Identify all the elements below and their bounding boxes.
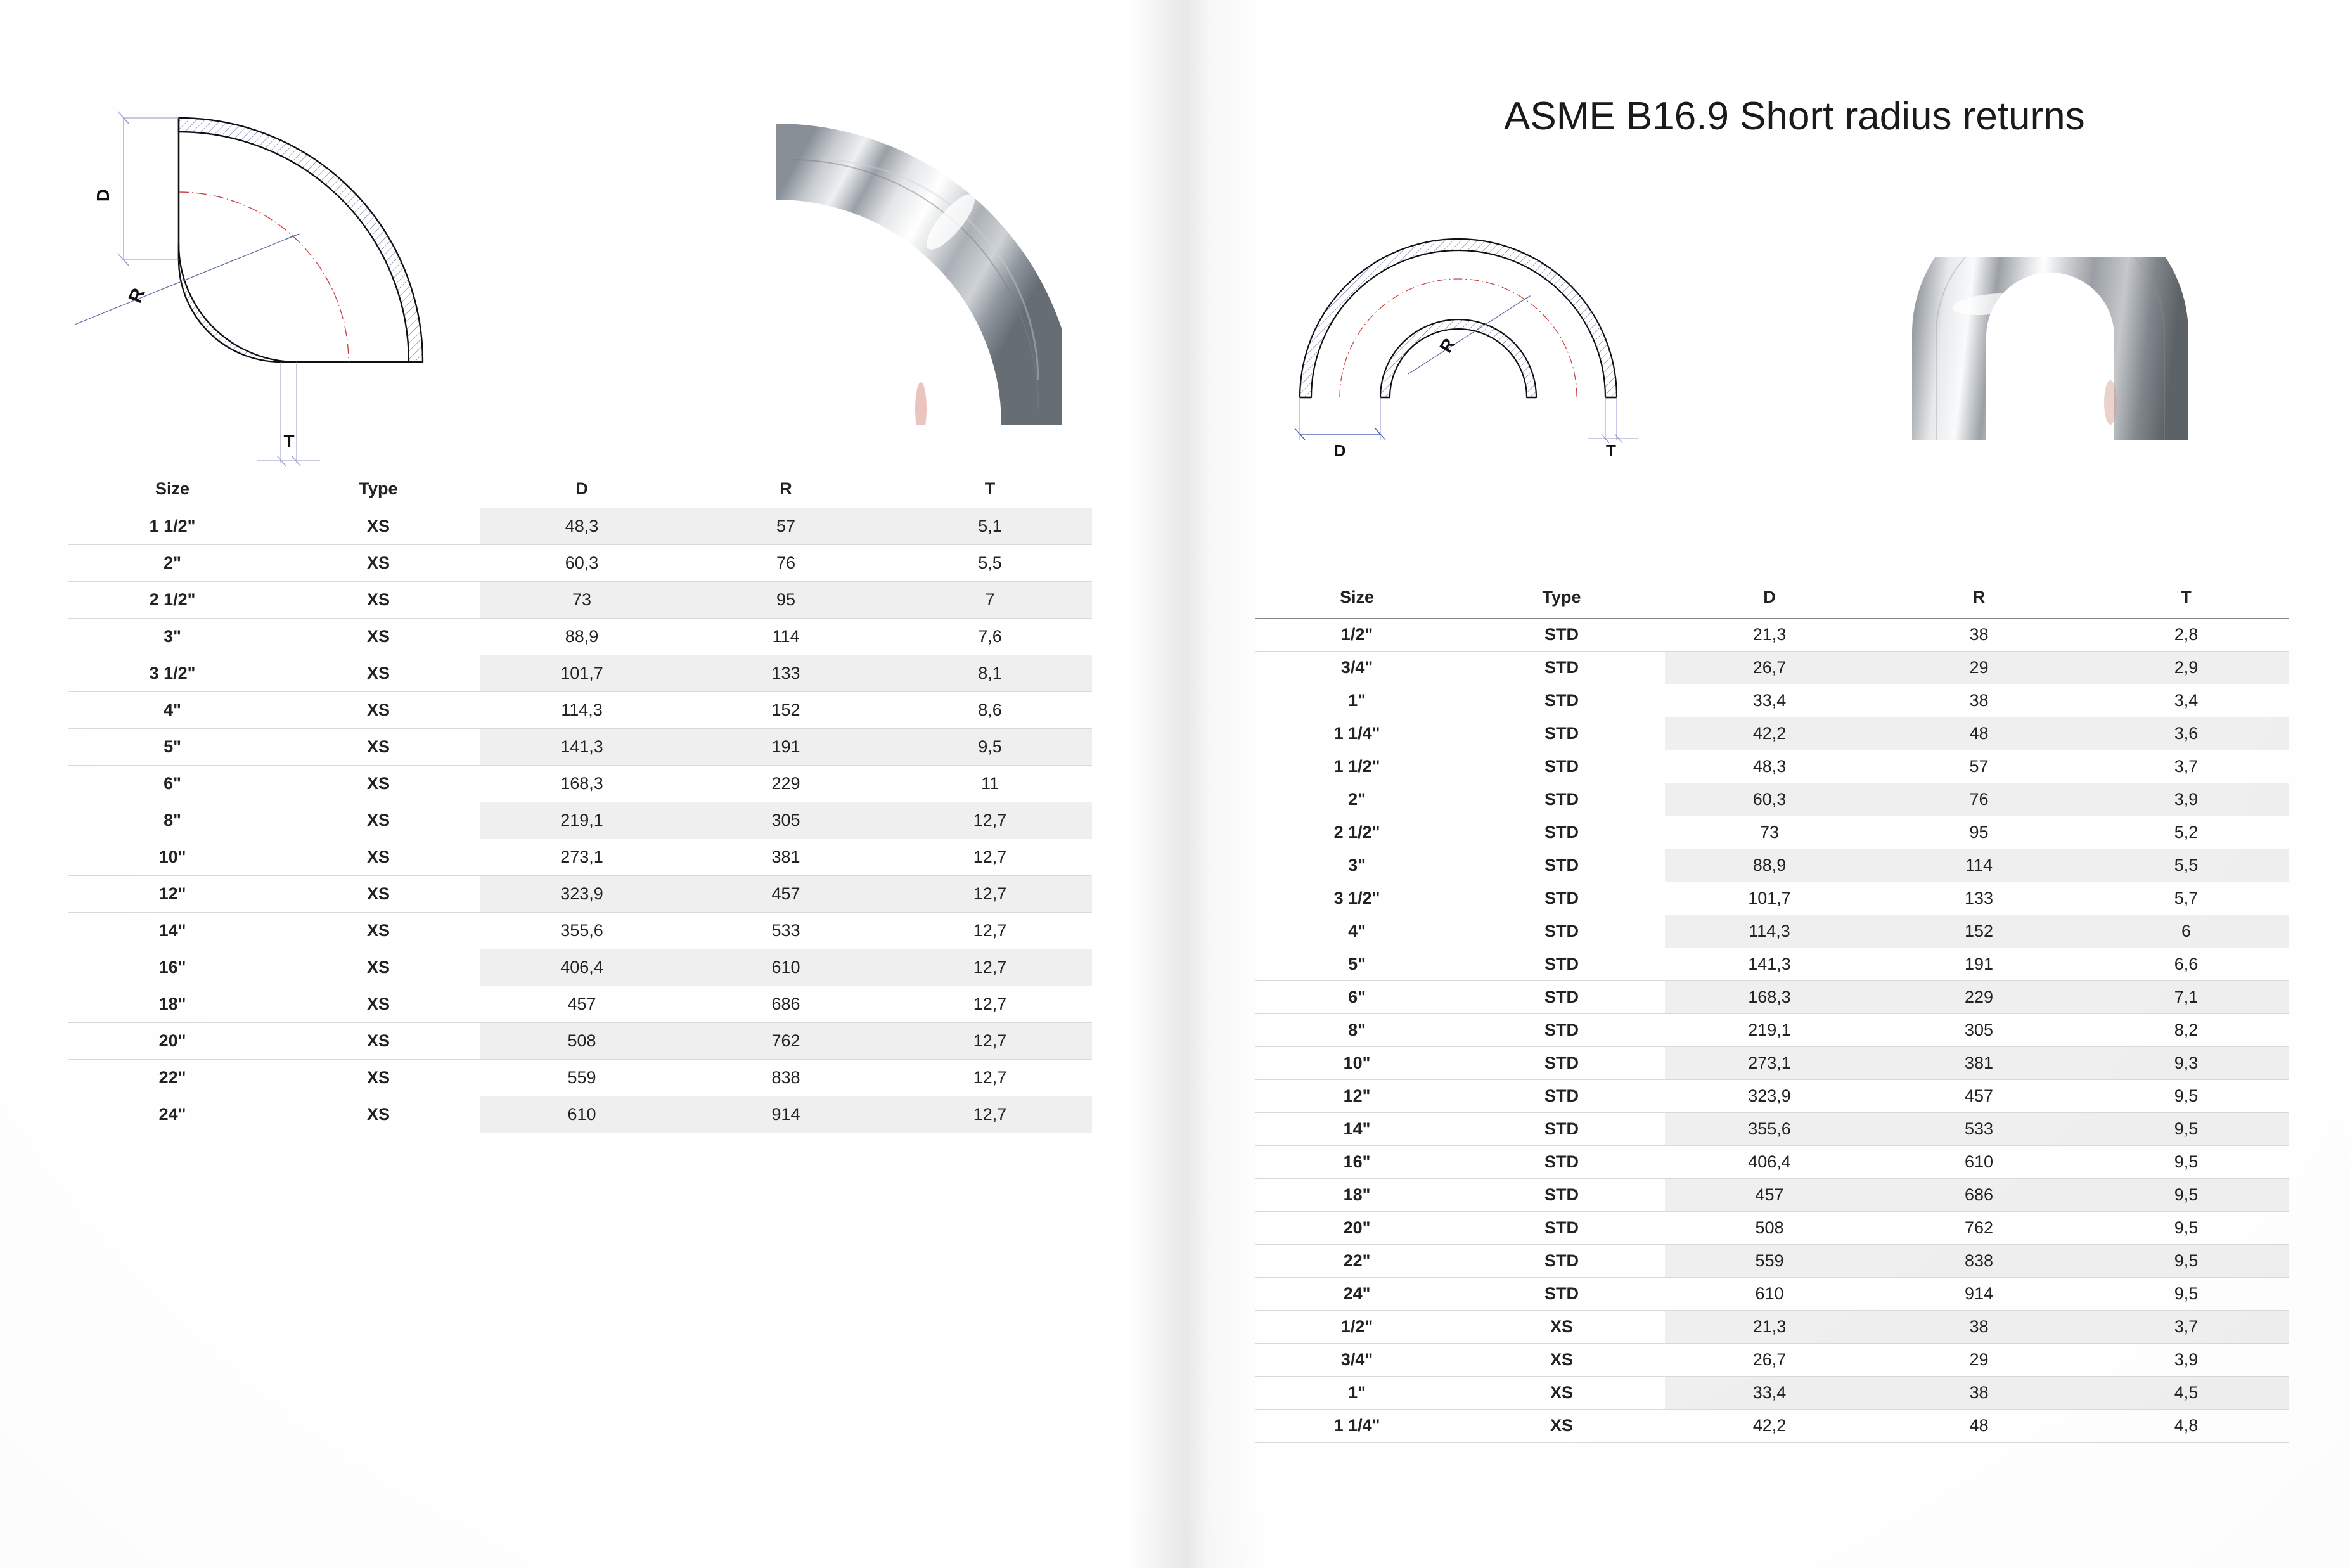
svg-text:R: R: [1435, 335, 1459, 356]
svg-text:D: D: [1334, 441, 1346, 460]
svg-text:T: T: [1606, 441, 1616, 460]
svg-text:T: T: [283, 431, 294, 451]
svg-text:D: D: [93, 189, 113, 202]
